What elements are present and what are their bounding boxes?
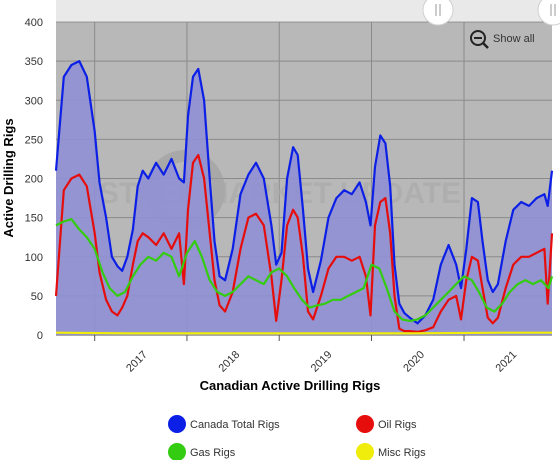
series-line-oil-rigs xyxy=(54,153,554,333)
series-area-canada-total-rigs xyxy=(56,61,552,335)
legend-label: Gas Rigs xyxy=(190,447,236,459)
legend-marker xyxy=(356,415,374,433)
legend-label: Oil Rigs xyxy=(378,419,417,431)
legend-marker xyxy=(168,443,186,460)
legend-label: Misc Rigs xyxy=(378,447,426,459)
y-tick-label: 300 xyxy=(25,95,43,107)
legend-item-gas-rigs[interactable]: Gas Rigs xyxy=(168,443,236,460)
series-line-gas-rigs xyxy=(55,218,554,322)
legend-item-oil-rigs[interactable]: Oil Rigs xyxy=(356,415,417,433)
y-tick-label: 250 xyxy=(25,134,43,146)
y-tick-label: 200 xyxy=(25,174,43,186)
legend: Canada Total Rigs Oil Rigs Gas Rigs Misc Ri… xyxy=(168,415,426,460)
zoom-out-icon xyxy=(470,30,489,49)
legend-item-misc-rigs[interactable]: Misc Rigs xyxy=(356,443,426,460)
y-tick-label: 50 xyxy=(31,291,43,303)
series-layer xyxy=(54,60,554,335)
navigator-right-handle[interactable] xyxy=(537,0,560,26)
show-all-button[interactable]: Show all xyxy=(466,27,546,49)
y-tick-label: 400 xyxy=(25,17,43,29)
range-navigator[interactable] xyxy=(56,0,560,26)
y-axis: 0 50 100 150 200 250 300 350 400 xyxy=(25,17,43,342)
legend-label: Canada Total Rigs xyxy=(190,419,280,431)
legend-marker xyxy=(356,443,374,460)
y-tick-label: 100 xyxy=(25,252,43,264)
navigator-left-handle[interactable] xyxy=(422,0,454,26)
legend-marker xyxy=(168,415,186,433)
y-tick-label: 0 xyxy=(37,330,43,342)
y-axis-title: Active Drilling Rigs xyxy=(1,118,16,237)
y-tick-label: 350 xyxy=(25,56,43,68)
navigator-track[interactable] xyxy=(56,0,552,21)
series-line-misc-rigs xyxy=(55,331,552,335)
x-axis-title: Canadian Active Drilling Rigs xyxy=(200,378,381,393)
y-tick-label: 150 xyxy=(25,213,43,225)
legend-item-canada-total-rigs[interactable]: Canada Total Rigs xyxy=(168,415,280,433)
series-line-canada-total-rigs xyxy=(54,60,554,325)
show-all-label: Show all xyxy=(493,33,535,45)
